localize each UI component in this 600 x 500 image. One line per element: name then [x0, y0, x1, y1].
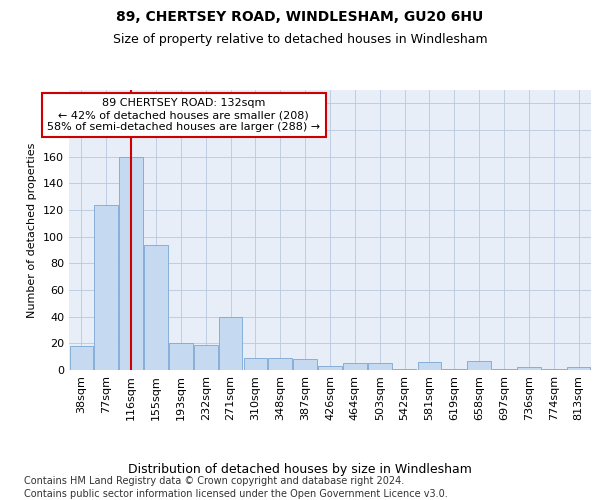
Bar — [442, 368, 466, 370]
Text: Size of property relative to detached houses in Windlesham: Size of property relative to detached ho… — [113, 32, 487, 46]
Bar — [144, 244, 168, 370]
Bar — [343, 364, 367, 370]
Text: Contains public sector information licensed under the Open Government Licence v3: Contains public sector information licen… — [24, 489, 448, 499]
Bar — [368, 364, 392, 370]
Bar — [244, 358, 267, 370]
Text: Distribution of detached houses by size in Windlesham: Distribution of detached houses by size … — [128, 462, 472, 475]
Bar — [70, 346, 93, 370]
Bar — [119, 156, 143, 370]
Bar — [393, 368, 416, 370]
Bar — [418, 362, 441, 370]
Bar — [293, 360, 317, 370]
Bar — [268, 358, 292, 370]
Text: 89 CHERTSEY ROAD: 132sqm
← 42% of detached houses are smaller (208)
58% of semi-: 89 CHERTSEY ROAD: 132sqm ← 42% of detach… — [47, 98, 320, 132]
Text: 89, CHERTSEY ROAD, WINDLESHAM, GU20 6HU: 89, CHERTSEY ROAD, WINDLESHAM, GU20 6HU — [116, 10, 484, 24]
Bar — [94, 204, 118, 370]
Bar — [219, 316, 242, 370]
Bar — [318, 366, 342, 370]
Y-axis label: Number of detached properties: Number of detached properties — [28, 142, 37, 318]
Bar — [169, 344, 193, 370]
Bar — [567, 368, 590, 370]
Bar — [492, 368, 516, 370]
Bar — [467, 360, 491, 370]
Bar — [194, 344, 218, 370]
Bar — [517, 368, 541, 370]
Bar — [542, 368, 566, 370]
Text: Contains HM Land Registry data © Crown copyright and database right 2024.: Contains HM Land Registry data © Crown c… — [24, 476, 404, 486]
